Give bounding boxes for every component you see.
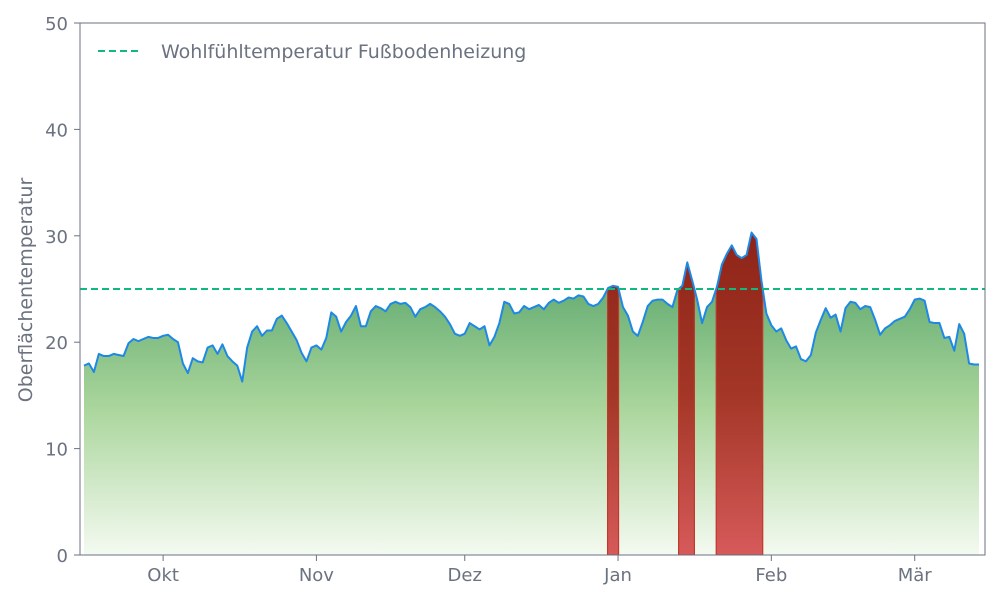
y-axis: 0 10 20 30 40 50 (45, 14, 80, 567)
x-tick-label-Okt: Okt (147, 565, 179, 586)
x-tick-label-Jan: Jan (603, 565, 632, 586)
area-above-threshold-1 (606, 285, 620, 555)
x-tick-label-Nov: Nov (299, 565, 334, 586)
legend-threshold-label: Wohlfühltemperatur Fußbodenheizung (161, 41, 526, 63)
x-tick-label-Feb: Feb (755, 565, 787, 586)
legend: Wohlfühltemperatur Fußbodenheizung (98, 41, 526, 63)
x-tick-label-Dez: Dez (448, 565, 482, 586)
y-tick-label-10: 10 (45, 440, 68, 461)
x-axis: Okt Nov Dez Jan Feb Mär (147, 555, 932, 586)
y-tick-label-40: 40 (45, 120, 68, 141)
y-tick-label-0: 0 (57, 546, 68, 567)
y-tick-label-30: 30 (45, 227, 68, 248)
y-axis-title: Oberflächentemperatur (15, 178, 37, 403)
x-tick-label-Mär: Mär (898, 565, 933, 586)
temperature-line (83, 231, 979, 383)
y-tick-label-50: 50 (45, 14, 68, 35)
plot-frame (79, 22, 986, 556)
area-fill-below-threshold (84, 232, 979, 555)
area-above-threshold-2 (678, 262, 695, 555)
area-above-threshold-3 (715, 231, 764, 555)
y-tick-label-20: 20 (45, 333, 68, 354)
